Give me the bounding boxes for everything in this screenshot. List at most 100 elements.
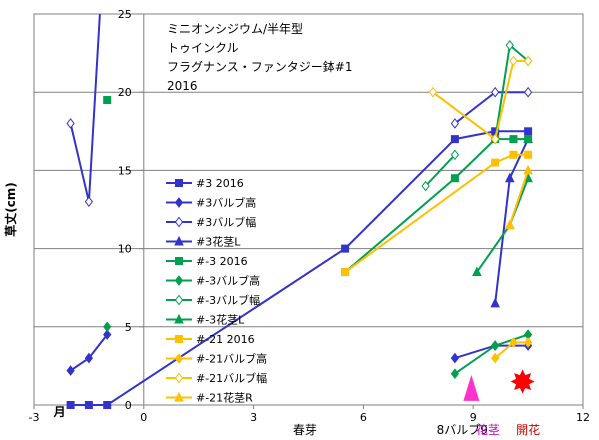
data-point (472, 266, 482, 277)
data-point (66, 118, 75, 129)
data-point (103, 401, 112, 409)
data-point (421, 180, 430, 192)
series-8 (341, 150, 533, 277)
legend-item: #-21バルブ高 (166, 352, 267, 366)
legend-label: #-3 2016 (196, 255, 248, 268)
x-annotation: 春芽 (293, 423, 317, 437)
series-layer (66, 13, 533, 409)
legend-label: #3バルブ高 (196, 196, 256, 210)
data-point (450, 118, 460, 129)
x-tick-label: 9 (470, 411, 477, 424)
legend-label: #-21バルブ幅 (196, 371, 267, 385)
data-point (509, 150, 518, 159)
chart-title-line: トゥインクル (167, 41, 239, 55)
legend-label: #3花茎L (196, 236, 241, 249)
x-tick-label: -3 (29, 411, 40, 424)
y-axis-label: 草丈(cm) (3, 182, 18, 237)
legend-swatch-marker (174, 391, 184, 402)
legend-label: #3 2016 (196, 177, 244, 190)
data-point (84, 196, 94, 207)
data-point (84, 352, 94, 364)
annotation-markers (463, 369, 535, 401)
y-tick-label: 25 (118, 8, 132, 21)
data-point (103, 329, 112, 340)
y-tick-label: 15 (118, 164, 132, 177)
legend-item: #-3バルブ高 (166, 274, 260, 288)
data-point (450, 135, 459, 144)
bud-triangle-marker (463, 374, 480, 401)
data-point (450, 352, 460, 364)
legend-swatch-marker (174, 353, 184, 364)
legend-item: #-21 2016 (166, 333, 255, 346)
legend-swatch-marker (174, 372, 184, 384)
data-point (504, 219, 515, 230)
data-point (504, 172, 515, 183)
bloom-star-marker (510, 369, 535, 394)
chart-title-line: フラグナンス・ファンタジー鉢#1 (167, 60, 352, 74)
legend-swatch-marker (175, 335, 183, 343)
x-tick-label: 6 (360, 411, 367, 424)
data-point (66, 401, 75, 409)
chart-title-line: 2016 (167, 79, 198, 93)
series-line (70, 130, 529, 406)
y-tick-label: 10 (118, 243, 132, 256)
data-point (84, 401, 93, 409)
data-point (524, 135, 533, 144)
x-tick-label: 0 (140, 411, 147, 424)
x-tick-label: 12 (576, 411, 590, 424)
data-point (523, 164, 533, 175)
data-point (523, 55, 533, 67)
data-point (341, 268, 350, 277)
series-line (424, 154, 456, 187)
data-point (523, 337, 533, 348)
x-tick-label: 3 (250, 411, 257, 424)
x-annotation: 8バルブ9 (437, 422, 488, 437)
x-annotation: 開花 (516, 422, 540, 437)
data-point (103, 321, 112, 333)
legend-item: #3 2016 (166, 177, 244, 190)
data-point (450, 149, 460, 161)
series-line (69, 13, 101, 202)
series-11 (504, 164, 533, 230)
chart-title-line: ミニオンシジウム/半年型 (167, 22, 303, 36)
series-9 (491, 337, 533, 364)
series-line (344, 153, 529, 273)
data-point (66, 365, 75, 376)
series-line (508, 170, 530, 226)
data-point (450, 368, 460, 380)
series-0 (66, 127, 533, 409)
legend: #3 2016 #3バルブ高 #3バルブ幅 #3花茎L #-3 2016 #-3バルブ高 #… (166, 177, 267, 405)
legend-swatch-marker (174, 216, 184, 228)
y-tick-label: 0 (125, 399, 132, 412)
y-tick-label: 20 (118, 86, 132, 99)
series-7 (472, 172, 533, 277)
legend-item: #3花茎L (166, 236, 241, 249)
data-point (523, 86, 533, 98)
data-point (491, 86, 500, 98)
legend-label: #-3バルブ幅 (196, 293, 260, 307)
legend-swatch-marker (175, 257, 183, 265)
data-point (428, 86, 438, 98)
data-point (509, 55, 518, 67)
legend-item: #3バルブ幅 (166, 215, 256, 229)
data-point (490, 297, 500, 308)
series-5 (103, 321, 533, 380)
legend-item: #-3バルブ幅 (166, 293, 260, 307)
series-line (432, 59, 529, 141)
series-line (70, 333, 108, 372)
series-2 (66, 13, 533, 207)
data-point (103, 96, 112, 105)
data-point (509, 337, 518, 348)
legend-swatch-marker (174, 294, 184, 306)
legend-item: #-21花茎R (166, 392, 253, 405)
data-point (341, 244, 350, 253)
data-point (450, 174, 459, 183)
data-point (491, 352, 500, 364)
legend-item: #3バルブ高 (166, 196, 256, 210)
legend-item: #-21バルブ幅 (166, 371, 267, 385)
legend-swatch-marker (174, 275, 184, 286)
legend-label: #-21花茎R (196, 392, 253, 405)
